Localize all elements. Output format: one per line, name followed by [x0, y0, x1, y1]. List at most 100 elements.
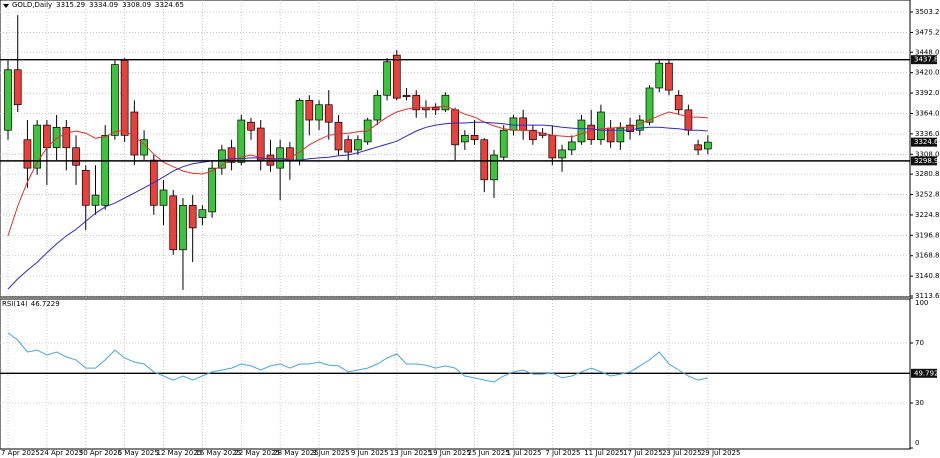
candle-body [519, 117, 528, 131]
candle-body [499, 129, 508, 158]
y-tick-label: 30 [915, 399, 924, 407]
y-tick-label: 0 [915, 439, 919, 447]
y-tick-label: 3420.00 [915, 69, 940, 77]
y-tick-label: 70 [915, 339, 924, 347]
candle-body [111, 64, 119, 136]
candle-body [334, 121, 343, 151]
y-tick-label: 3475.20 [915, 28, 940, 36]
x-tick-label: 16 May 2025 [195, 449, 241, 457]
level-label: 3298.96 [914, 157, 940, 165]
candle-body [694, 144, 702, 151]
level-label: 49.7925 [914, 369, 940, 377]
x-tick-label: 13 Jun 2025 [390, 449, 432, 457]
candle-body [13, 69, 22, 106]
candle-body [674, 94, 683, 111]
level-tag [911, 368, 937, 378]
candle-body [684, 109, 693, 131]
moving-average [7, 121, 708, 290]
candle-body [402, 94, 411, 98]
level-tag [911, 156, 937, 166]
y-tick-label: 3503.20 [915, 8, 940, 16]
candle-body [655, 62, 664, 89]
y-tick-label: 3168.80 [915, 252, 940, 260]
candle-body [169, 195, 178, 251]
candle-body [208, 167, 216, 213]
ohlc-open: 3315.29 [56, 1, 85, 9]
x-tick-label: 3 Jun 2025 [312, 449, 350, 457]
candle-body [509, 117, 518, 131]
rsi-title: RSI(14) [2, 300, 28, 308]
candle-body [616, 127, 625, 143]
candle-body [62, 126, 71, 149]
x-tick-label: 23 Jul 2025 [662, 449, 702, 457]
candle-body [441, 94, 450, 111]
candle-body [324, 104, 333, 123]
candle-body [665, 62, 673, 91]
candle-body [412, 94, 421, 111]
candle-body [470, 134, 479, 141]
price-label: 3324.65 [914, 138, 940, 146]
x-tick-label: 30 Apr 2025 [79, 449, 122, 457]
candle-body [626, 124, 634, 133]
price-tag [911, 137, 937, 147]
candle-body [305, 100, 314, 121]
candle-body [490, 154, 498, 181]
candle-body [645, 87, 654, 123]
x-tick-label: 6 May 2025 [118, 449, 159, 457]
candle-body [354, 139, 362, 151]
x-tick-label: 12 May 2025 [157, 449, 203, 457]
y-tick-label: 3252.80 [915, 191, 940, 199]
candle-body [179, 204, 187, 251]
candle-body [72, 147, 80, 166]
candle-body [237, 119, 246, 163]
ohlc-close: 3324.65 [155, 1, 184, 9]
candle-body [43, 124, 51, 149]
candle-body [91, 194, 100, 206]
candle-body [373, 94, 382, 121]
x-tick-label: 7 Jul 2025 [545, 449, 580, 457]
candle-body [217, 149, 226, 169]
candle-body [101, 134, 110, 206]
candle-body [558, 149, 566, 159]
candle-body [344, 139, 353, 153]
y-tick-label: 3224.80 [915, 211, 940, 219]
candle-body [23, 139, 32, 169]
candle-body [548, 134, 557, 159]
y-tick-label: 3280.80 [915, 170, 940, 178]
rsi-value: 46.7229 [31, 300, 60, 308]
y-tick-label: 3140.80 [915, 272, 940, 280]
candle-body [587, 124, 596, 141]
candle-body [451, 109, 459, 146]
candle-body [198, 209, 207, 219]
candle-body [315, 104, 323, 121]
candle-body [159, 189, 168, 206]
moving-average [7, 105, 708, 237]
menu-arrow [3, 4, 9, 8]
x-tick-label: 1 Jul 2025 [506, 449, 541, 457]
candle-body [188, 204, 197, 229]
candle-body [247, 121, 255, 131]
candle-body [703, 141, 712, 150]
candle-body [81, 169, 90, 206]
y-tick-label: 3196.80 [915, 231, 940, 239]
y-tick-label: 3392.00 [915, 89, 940, 97]
x-tick-label: 9 Jun 2025 [351, 449, 389, 457]
level-tag [911, 55, 937, 65]
level-label: 3437.84 [914, 56, 940, 64]
candle-body [256, 127, 265, 161]
x-tick-label: 28 May 2025 [273, 449, 319, 457]
candle-body [431, 107, 440, 111]
x-tick-label: 29 Jul 2025 [701, 449, 741, 457]
chart-header: GOLD,Daily 3315.29 3334.09 3308.09 3324.65 [12, 1, 184, 9]
x-tick-label: 7 Apr 2025 [1, 449, 40, 457]
candle-body [392, 54, 401, 99]
candle-body [597, 111, 605, 141]
x-tick-label: 17 Jul 2025 [623, 449, 663, 457]
y-tick-label: 3364.00 [915, 109, 940, 117]
candle-body [383, 61, 391, 96]
candle-body [577, 119, 586, 143]
candle-body [567, 141, 576, 151]
rsi-header: RSI(14) 46.7229 [2, 300, 60, 308]
candle-body [480, 139, 489, 181]
